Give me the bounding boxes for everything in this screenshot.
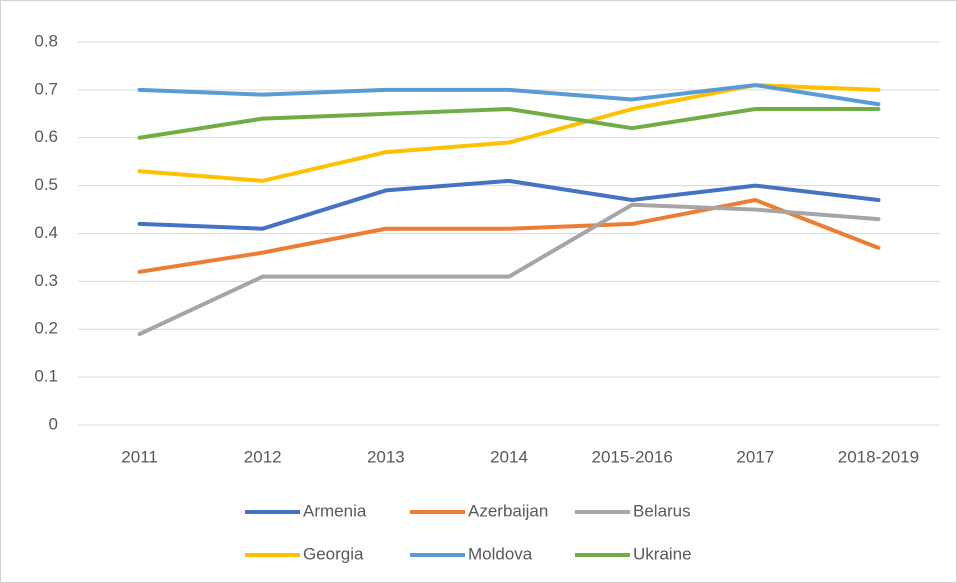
x-tick-label: 2012 — [244, 447, 282, 466]
legend-label: Ukraine — [633, 544, 692, 563]
y-tick-label: 0.4 — [34, 223, 58, 242]
y-tick-label: 0.8 — [34, 31, 58, 50]
series-line — [137, 107, 881, 140]
x-tick-label: 2013 — [367, 447, 405, 466]
y-tick-label: 0 — [49, 414, 58, 433]
y-tick-label: 0.6 — [34, 127, 58, 146]
y-tick-label: 0.2 — [34, 319, 58, 338]
x-tick-label: 2011 — [121, 447, 158, 466]
legend-label: Moldova — [468, 544, 533, 563]
x-tick-label: 2017 — [736, 447, 774, 466]
legend-label: Azerbaijan — [468, 501, 548, 520]
series-line — [137, 83, 881, 107]
x-tick-label: 2015-2016 — [591, 447, 672, 466]
series-line — [137, 197, 881, 274]
x-tick-label: 2014 — [490, 447, 528, 466]
y-tick-label: 0.7 — [34, 79, 58, 98]
y-tick-label: 0.3 — [34, 271, 58, 290]
y-tick-label: 0.1 — [34, 367, 58, 386]
y-tick-label: 0.5 — [34, 175, 58, 194]
legend-label: Georgia — [303, 544, 364, 563]
series-line — [137, 202, 881, 337]
series-line — [137, 178, 881, 231]
legend-label: Armenia — [303, 501, 367, 520]
legend-label: Belarus — [633, 501, 691, 520]
x-tick-label: 2018-2019 — [838, 447, 919, 466]
